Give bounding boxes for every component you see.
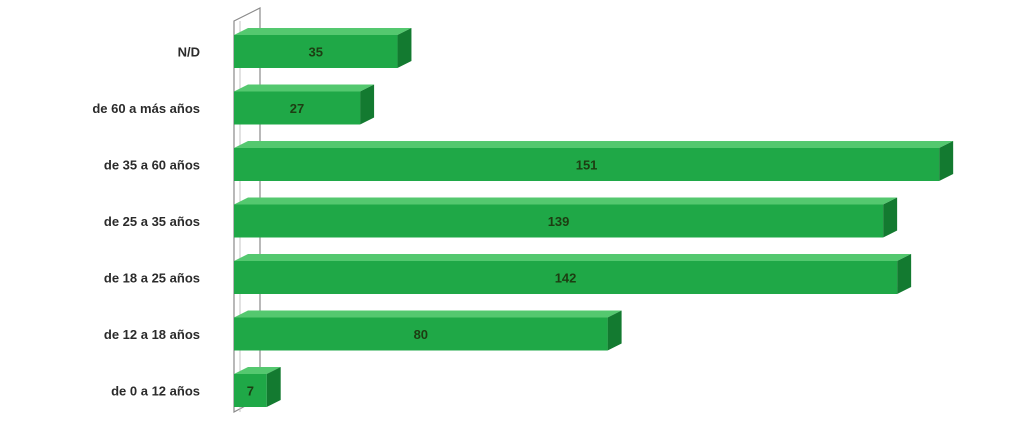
value-label: 35: [308, 45, 322, 60]
bar-de-25-a-35-a-os: 139: [234, 197, 898, 238]
bars: 35 27 151 139 142 80 7: [234, 28, 954, 407]
bar-top-face: [234, 197, 898, 205]
category-label-de-25-a-35-a-os: de 25 a 35 años: [104, 214, 200, 229]
bar-front-face: [234, 204, 884, 238]
category-label-de-0-a-12-a-os: de 0 a 12 años: [111, 384, 200, 399]
value-label: 27: [290, 101, 304, 116]
bar-front-face: [234, 374, 267, 407]
bar-top-face: [234, 84, 375, 92]
category-label-de-35-a-60-a-os: de 35 a 60 años: [104, 158, 200, 173]
bar-front-face: [234, 317, 608, 351]
bar-front-face: [234, 261, 898, 294]
bar-n-d: 35: [234, 28, 412, 68]
bar-top-face: [234, 254, 912, 261]
value-label: 151: [576, 158, 598, 173]
value-label: 80: [414, 327, 428, 342]
bar-de-18-a-25-a-os: 142: [234, 254, 912, 294]
bar-side-face: [397, 28, 412, 68]
value-label: 7: [247, 384, 254, 399]
bar-front-face: [234, 91, 361, 125]
bar-top-face: [234, 28, 412, 35]
value-label: 142: [555, 271, 577, 286]
category-label-de-12-a-18-a-os: de 12 a 18 años: [104, 327, 200, 342]
value-label: 139: [548, 214, 570, 229]
bar-de-0-a-12-a-os: 7: [234, 367, 281, 407]
bar-side-face: [939, 141, 954, 181]
category-label-de-60-a-m-s-a-os: de 60 a más años: [92, 101, 200, 116]
bar-de-35-a-60-a-os: 151: [234, 141, 954, 181]
bar-front-face: [234, 35, 398, 68]
bar-side-face: [897, 254, 912, 294]
bar-de-60-a-m-s-a-os: 27: [234, 84, 375, 125]
bar-top-face: [234, 367, 281, 374]
bar-side-face: [266, 367, 281, 407]
bar-side-face: [883, 197, 898, 238]
bar-front-face: [234, 148, 940, 181]
bar-top-face: [234, 310, 622, 318]
category-labels: N/D de 60 a más años de 35 a 60 años de 25 …: [92, 45, 200, 399]
category-label-n-d: N/D: [178, 45, 200, 60]
bar-top-face: [234, 141, 954, 148]
bar-side-face: [360, 84, 375, 125]
bar-side-face: [607, 310, 622, 351]
category-label-de-18-a-25-a-os: de 18 a 25 años: [104, 271, 200, 286]
bar-de-12-a-18-a-os: 80: [234, 310, 622, 351]
